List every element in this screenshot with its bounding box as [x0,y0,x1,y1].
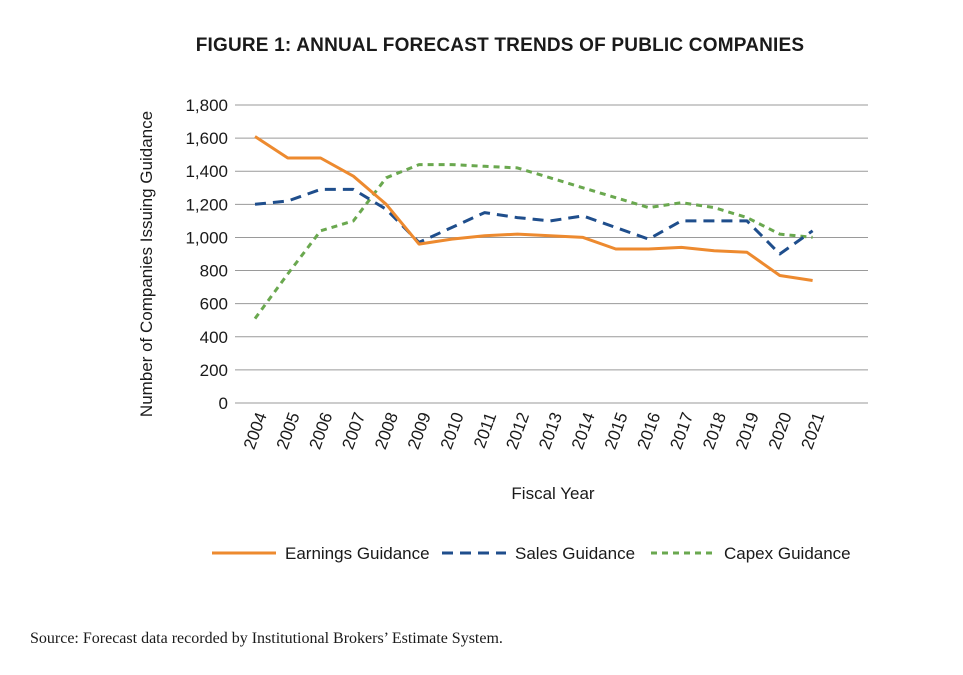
line-chart: FIGURE 1: ANNUAL FORECAST TRENDS OF PUBL… [137,35,868,563]
x-tick-label: 2011 [470,410,500,451]
source-note: Source: Forecast data recorded by Instit… [30,630,503,647]
y-axis-ticks: 0 200 400 600 800 1,000 1,200 1,400 1,600 1,800 [185,96,228,413]
legend-label: Earnings Guidance [285,544,430,563]
x-tick-label: 2012 [502,410,533,452]
x-tick-label: 2009 [404,410,435,452]
series-lines [253,135,814,320]
x-tick-label: 2017 [666,410,697,452]
x-tick-label: 2010 [437,410,468,452]
x-tick-label: 2021 [798,410,829,452]
y-tick-label: 1,600 [185,129,228,148]
x-tick-label: 2006 [306,410,337,452]
y-axis-label: Number of Companies Issuing Guidance [137,111,156,417]
y-tick-label: 0 [219,394,228,413]
series-line-earnings-guidance [254,135,813,282]
x-tick-label: 2005 [273,410,304,452]
x-tick-label: 2018 [699,410,730,452]
legend-label: Sales Guidance [515,544,635,563]
gridlines [235,104,868,404]
y-tick-label: 1,200 [185,195,228,214]
x-tick-label: 2020 [765,410,796,452]
y-tick-label: 600 [200,295,228,314]
y-tick-label: 1,400 [185,162,228,181]
x-tick-label: 2004 [240,410,271,452]
x-tick-label: 2016 [634,410,665,452]
series-line-sales-guidance [254,187,814,256]
y-tick-label: 400 [200,328,228,347]
y-tick-label: 1,000 [185,228,228,247]
y-tick-label: 200 [200,361,228,380]
x-tick-label: 2014 [568,410,599,452]
x-tick-label: 2019 [732,410,763,452]
series-line-capex-guidance [253,163,813,320]
x-tick-label: 2008 [371,410,402,452]
legend-label: Capex Guidance [724,544,851,563]
legend: Earnings Guidance Sales Guidance Capex Gui… [212,544,851,563]
chart-title: FIGURE 1: ANNUAL FORECAST TRENDS OF PUBL… [196,35,805,56]
x-tick-label: 2015 [601,410,632,452]
x-axis-label: Fiscal Year [511,484,594,503]
y-tick-label: 1,800 [185,96,228,115]
x-axis-ticks: 2004 2005 2006 2007 2008 2009 2010 2011 2012 2013… [240,410,828,452]
x-tick-label: 2007 [338,410,369,452]
x-tick-label: 2013 [535,410,566,452]
y-tick-label: 800 [200,262,228,281]
